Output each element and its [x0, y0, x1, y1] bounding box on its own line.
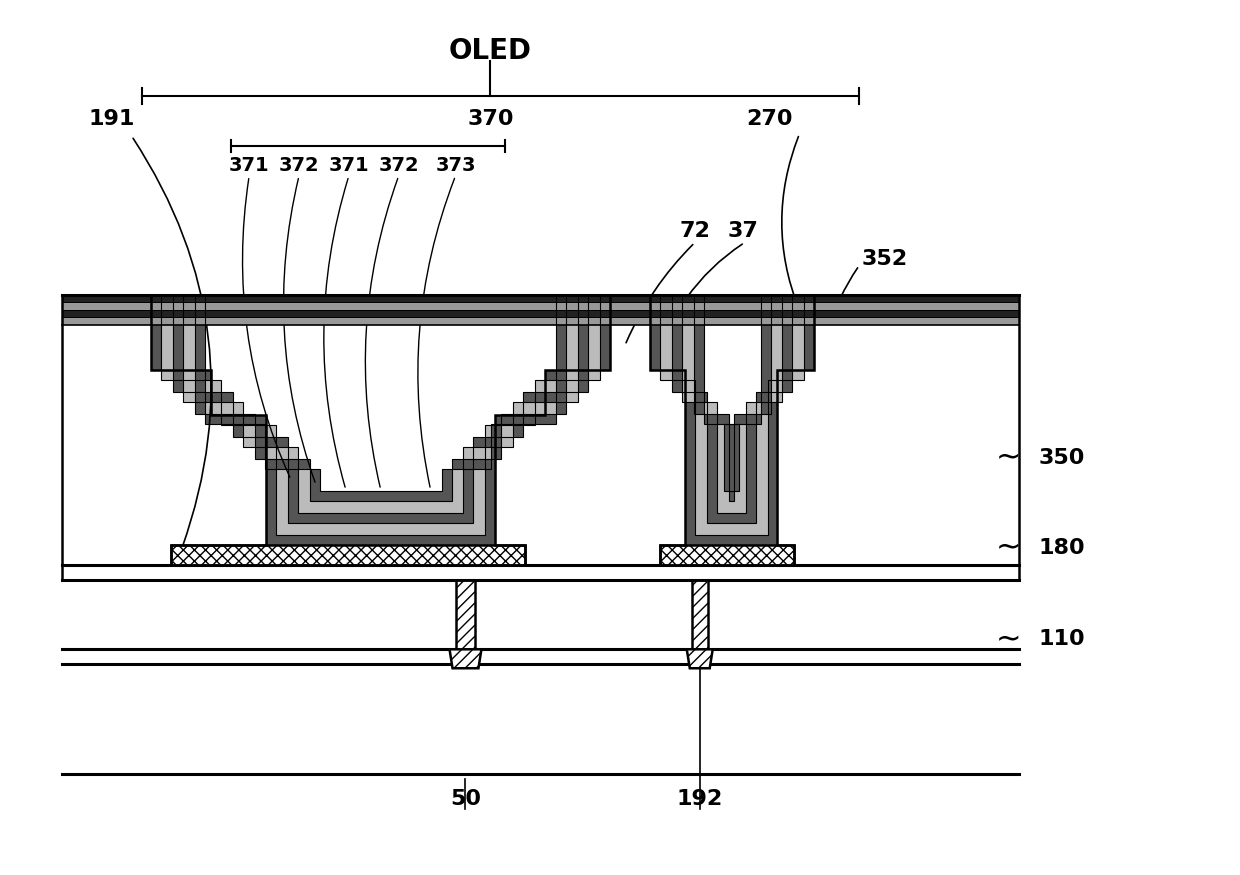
Polygon shape	[151, 296, 610, 544]
Bar	[62, 318, 1019, 326]
Text: 352: 352	[861, 248, 908, 269]
Polygon shape	[650, 296, 815, 564]
Text: 372: 372	[378, 157, 419, 175]
Text: 371: 371	[329, 157, 370, 175]
Bar	[62, 303, 1019, 311]
Polygon shape	[174, 296, 588, 522]
Text: 180: 180	[1039, 537, 1085, 557]
Polygon shape	[693, 296, 770, 500]
Text: 372: 372	[279, 157, 320, 175]
Text: 50: 50	[450, 789, 481, 808]
Bar	[62, 311, 1019, 318]
Polygon shape	[184, 296, 578, 513]
Text: 192: 192	[677, 789, 723, 808]
Text: 373: 373	[435, 157, 476, 175]
Polygon shape	[161, 296, 600, 535]
Text: ∼: ∼	[996, 533, 1022, 562]
Bar	[171, 544, 526, 564]
Polygon shape	[62, 296, 1019, 579]
Text: 72: 72	[680, 220, 711, 241]
Polygon shape	[650, 296, 815, 544]
Polygon shape	[455, 579, 475, 649]
Text: OLED: OLED	[449, 38, 532, 66]
Text: 350: 350	[1039, 448, 1085, 468]
Text: ∼: ∼	[996, 444, 1022, 472]
Text: 270: 270	[746, 109, 792, 129]
Polygon shape	[672, 296, 792, 522]
Text: 371: 371	[229, 157, 269, 175]
Polygon shape	[682, 296, 782, 513]
Bar	[62, 296, 1019, 303]
Polygon shape	[660, 296, 805, 535]
Text: 110: 110	[1039, 629, 1085, 649]
Polygon shape	[692, 579, 708, 649]
Text: 370: 370	[467, 109, 513, 129]
Polygon shape	[196, 296, 567, 500]
Polygon shape	[687, 649, 713, 668]
Polygon shape	[450, 649, 481, 668]
Text: 191: 191	[88, 109, 135, 129]
Text: 37: 37	[727, 220, 758, 241]
Text: ∼: ∼	[996, 625, 1022, 654]
Bar	[660, 544, 795, 564]
